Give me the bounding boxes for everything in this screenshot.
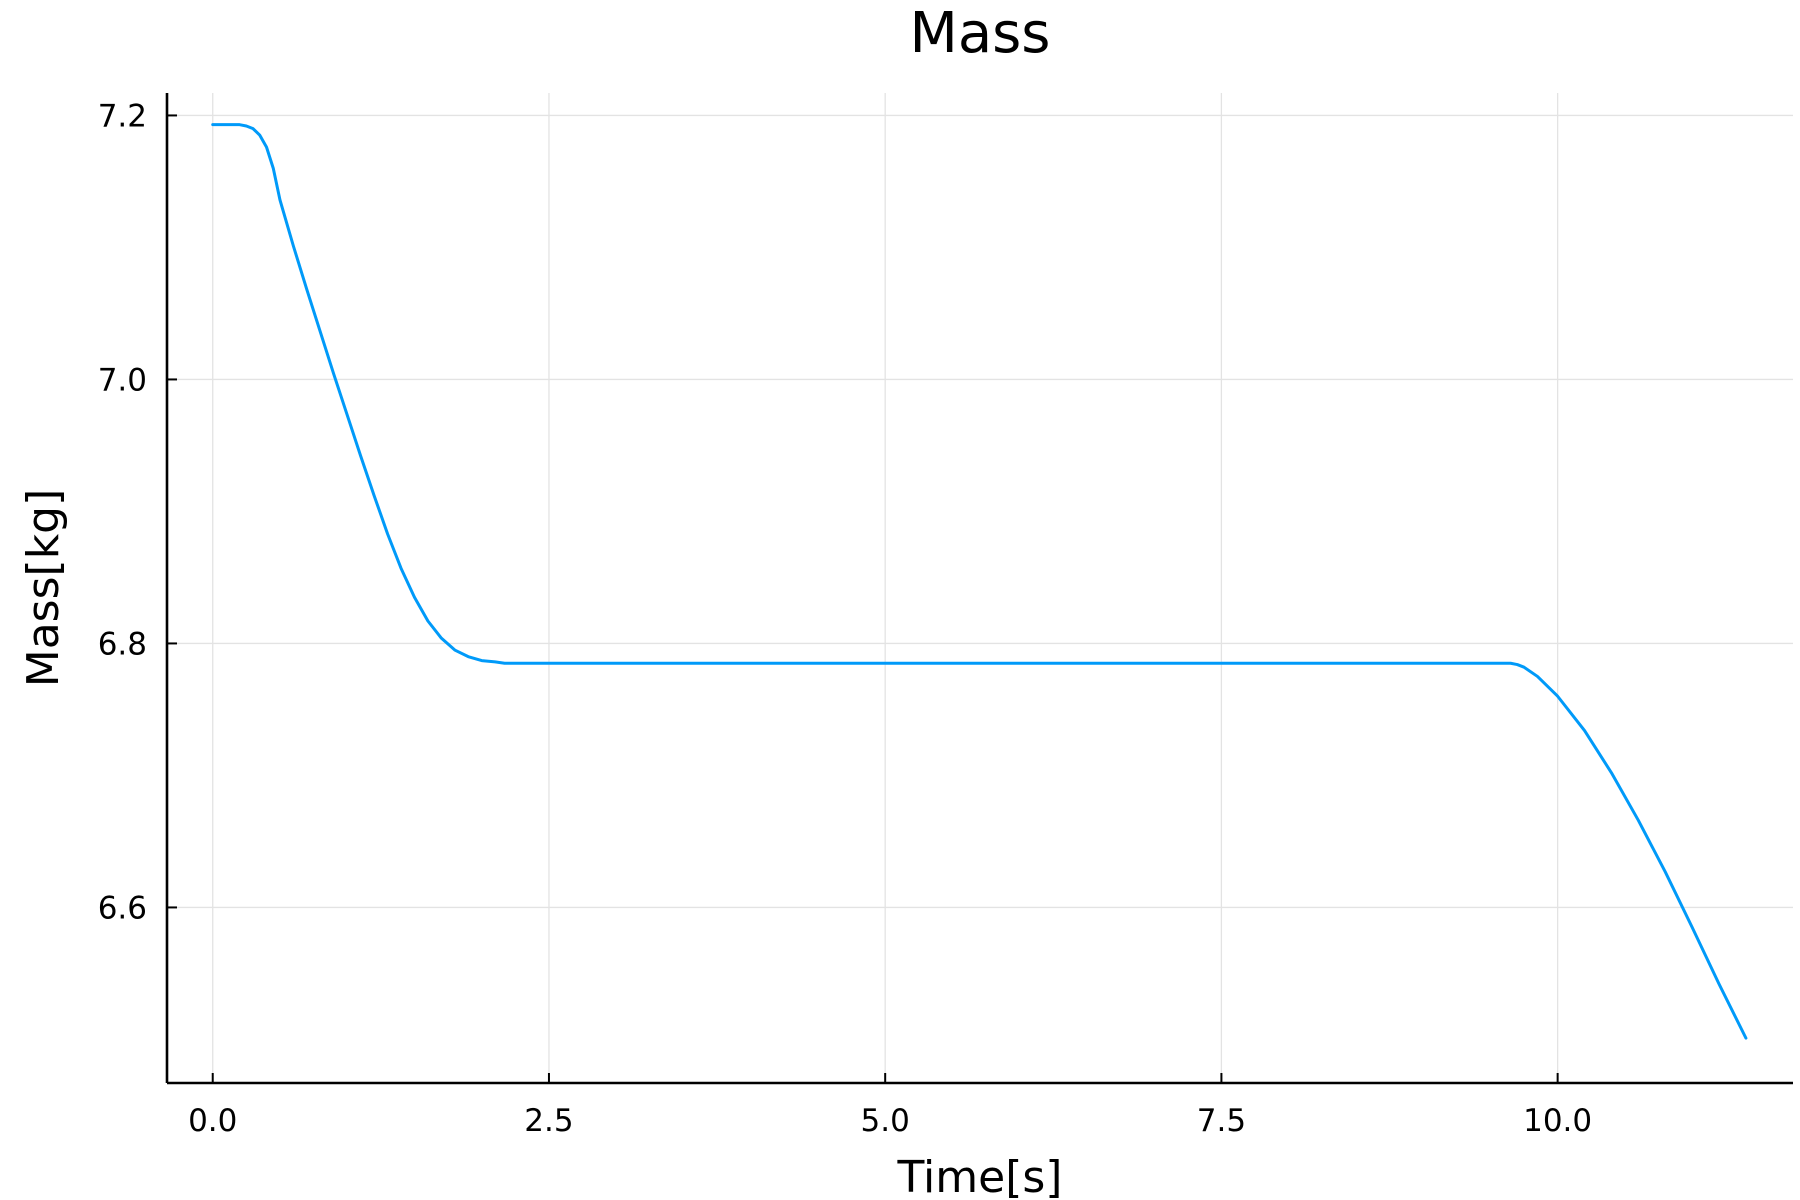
x-tick-label: 7.5: [1197, 1103, 1246, 1139]
x-tick-label: 0.0: [188, 1103, 237, 1139]
series-layer: [211, 123, 1748, 1040]
axes-layer: [165, 93, 1793, 1085]
y-tick-label: 7.2: [98, 98, 147, 134]
ticks-layer: 0.0 2.5 5.0 7.5 10.0 6.6 6.8 7.0 7.2: [98, 98, 1592, 1139]
y-tick-label: 7.0: [98, 362, 147, 398]
y-tick-label: 6.8: [98, 626, 147, 662]
x-tick-label: 10.0: [1523, 1103, 1592, 1139]
x-tick-label: 2.5: [524, 1103, 573, 1139]
y-tick-label: 6.6: [98, 890, 147, 926]
series-line-1: [211, 123, 1748, 1040]
grid-layer: [167, 93, 1793, 1083]
x-axis-label: Time[s]: [897, 1152, 1063, 1200]
x-tick-label: 5.0: [861, 1103, 910, 1139]
y-axis-label: Mass[kg]: [18, 489, 69, 688]
chart-title: Mass: [910, 1, 1051, 66]
